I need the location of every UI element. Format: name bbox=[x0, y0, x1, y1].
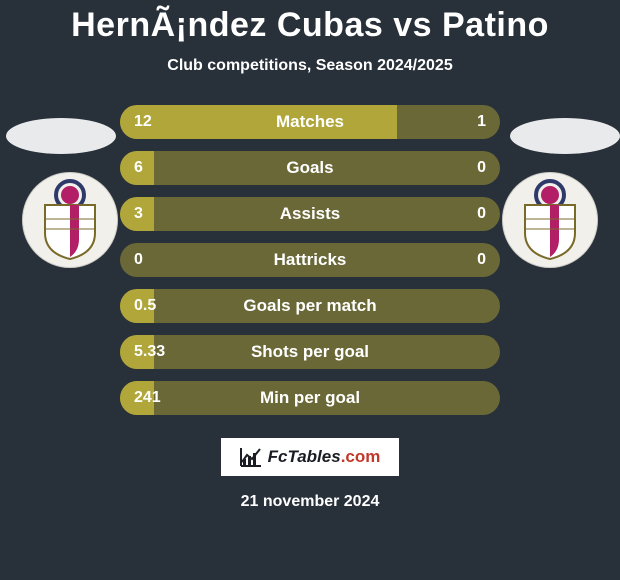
player-silhouette-left bbox=[6, 118, 116, 154]
stat-value-left: 0 bbox=[134, 251, 143, 269]
stat-label: Hattricks bbox=[274, 250, 347, 270]
page-title: HernÃ¡ndez Cubas vs Patino bbox=[71, 6, 549, 45]
page-subtitle: Club competitions, Season 2024/2025 bbox=[167, 57, 452, 75]
stat-row: 6 Goals 0 bbox=[120, 151, 500, 185]
stat-value-left: 12 bbox=[134, 113, 152, 131]
stat-label: Goals per match bbox=[243, 296, 376, 316]
stat-row: 5.33 Shots per goal bbox=[120, 335, 500, 369]
stat-value-left: 0.5 bbox=[134, 297, 156, 315]
stat-value-right: 1 bbox=[477, 113, 486, 131]
player-silhouette-right bbox=[510, 118, 620, 154]
comparison-card: HernÃ¡ndez Cubas vs Patino Club competit… bbox=[0, 0, 620, 580]
stat-label: Assists bbox=[280, 204, 340, 224]
stat-value-right: 0 bbox=[477, 205, 486, 223]
source-logo: FcTables.com bbox=[220, 437, 400, 477]
stat-row: 3 Assists 0 bbox=[120, 197, 500, 231]
stats-bars: 12 Matches 1 6 Goals 0 3 Assists 0 0 Hattricks 0 0.5… bbox=[120, 105, 500, 415]
stat-row: 241 Min per goal bbox=[120, 381, 500, 415]
stat-row: 0.5 Goals per match bbox=[120, 289, 500, 323]
logo-text: FcTables.com bbox=[268, 447, 381, 467]
logo-suffix: .com bbox=[341, 447, 381, 466]
stat-label: Min per goal bbox=[260, 388, 360, 408]
stat-value-right: 0 bbox=[477, 159, 486, 177]
stat-fill bbox=[120, 105, 397, 139]
stat-label: Matches bbox=[276, 112, 344, 132]
stat-value-left: 241 bbox=[134, 389, 161, 407]
club-badge-right bbox=[502, 172, 598, 268]
stat-value-left: 3 bbox=[134, 205, 143, 223]
club-badge-left bbox=[22, 172, 118, 268]
stat-value-left: 6 bbox=[134, 159, 143, 177]
crest-icon bbox=[515, 179, 585, 261]
stat-row: 0 Hattricks 0 bbox=[120, 243, 500, 277]
logo-brand: FcTables bbox=[268, 447, 341, 466]
stat-value-right: 0 bbox=[477, 251, 486, 269]
stat-label: Goals bbox=[286, 158, 333, 178]
stat-row: 12 Matches 1 bbox=[120, 105, 500, 139]
stat-value-left: 5.33 bbox=[134, 343, 165, 361]
date-label: 21 november 2024 bbox=[241, 493, 380, 511]
crest-icon bbox=[35, 179, 105, 261]
stat-label: Shots per goal bbox=[251, 342, 369, 362]
chart-icon bbox=[240, 447, 262, 467]
